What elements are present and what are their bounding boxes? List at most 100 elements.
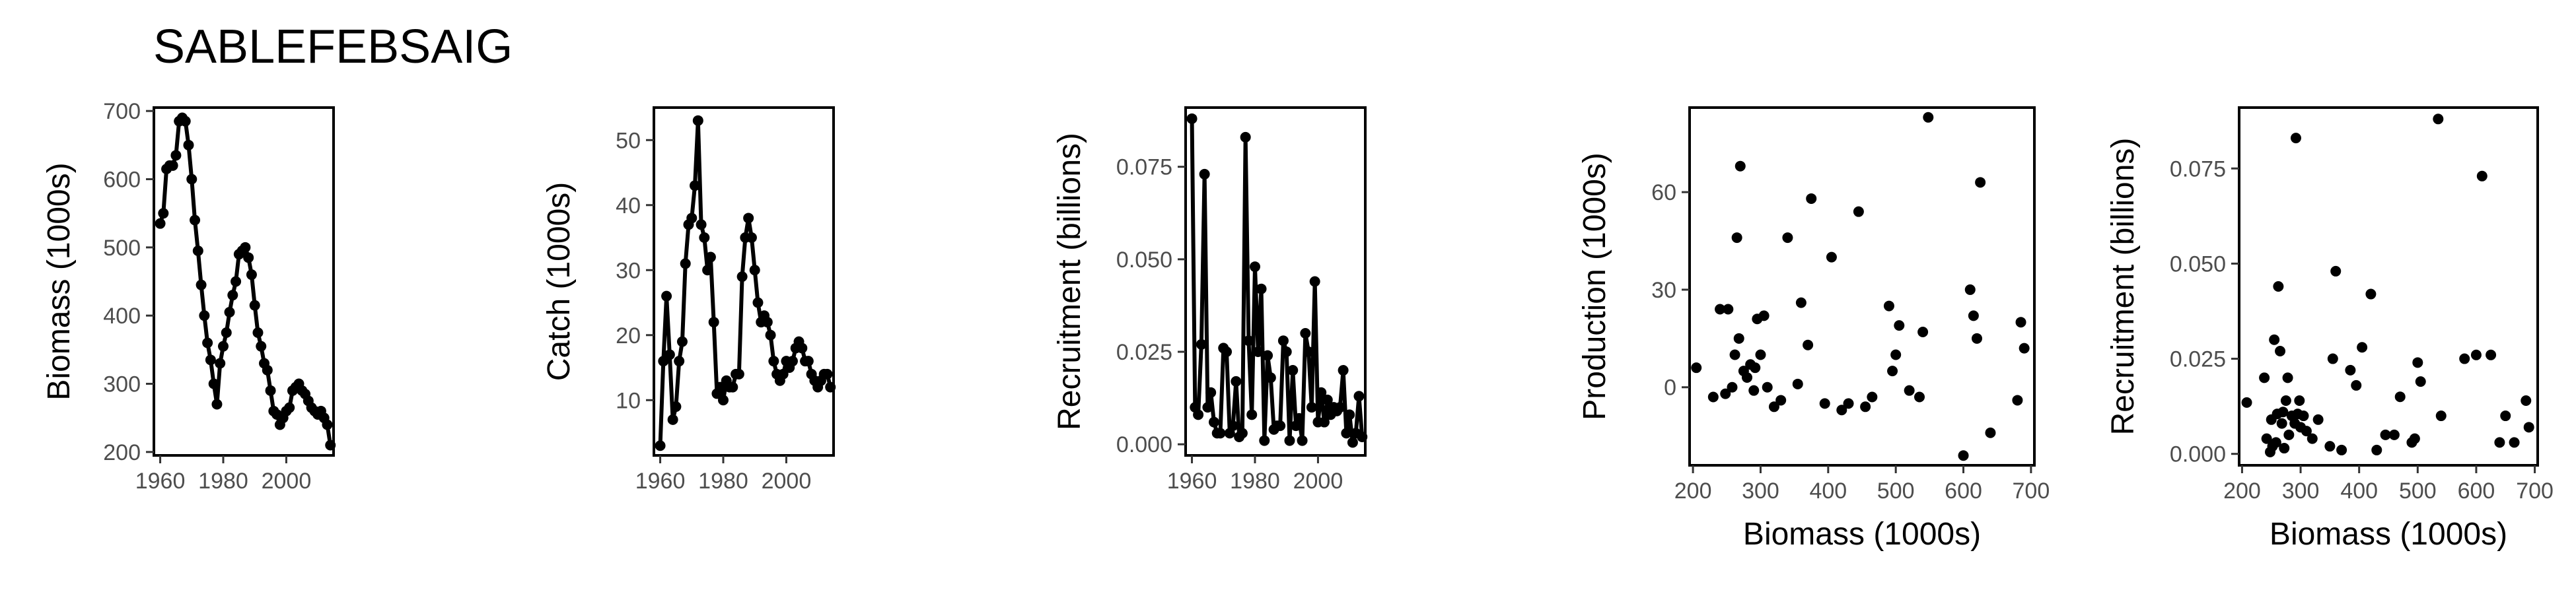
data-point — [1964, 284, 1976, 295]
page-title: SABLEFEBSAIG — [153, 20, 513, 73]
data-point — [692, 115, 703, 126]
x-tick-label: 200 — [1674, 478, 1712, 504]
data-point — [702, 265, 713, 276]
data-point — [676, 336, 688, 347]
data-point — [2470, 349, 2482, 360]
data-point — [284, 402, 295, 413]
data-point — [727, 381, 738, 393]
x-tick-label: 600 — [2458, 478, 2495, 504]
y-tick-label: 200 — [103, 440, 141, 465]
y-tick-label: 10 — [616, 388, 641, 413]
data-point — [1284, 435, 1295, 446]
data-point — [2261, 433, 2272, 444]
x-tick-label: 2000 — [1293, 469, 1343, 494]
data-point — [1720, 388, 1731, 399]
data-point — [1968, 310, 1979, 321]
y-tick-label: 400 — [103, 304, 141, 329]
data-point — [1205, 387, 1217, 398]
data-point — [787, 356, 798, 367]
data-point — [1923, 112, 1934, 123]
data-point — [1208, 416, 1219, 428]
data-point — [183, 139, 194, 150]
data-point — [743, 213, 754, 224]
data-point — [664, 349, 675, 360]
data-point — [2277, 407, 2289, 418]
y-axis-label: Catch (1000s) — [542, 182, 577, 381]
y-tick-label: 0.025 — [2170, 347, 2226, 372]
data-point — [155, 218, 166, 229]
data-point — [1727, 381, 1738, 393]
x-tick-label: 1980 — [198, 469, 248, 494]
y-axis-label: Production (1000s) — [1577, 152, 1612, 420]
y-tick-label: 0.000 — [1116, 432, 1172, 457]
data-point — [2012, 395, 2023, 406]
data-point — [1277, 335, 1289, 346]
data-point — [1227, 420, 1238, 432]
plot-frame — [153, 106, 335, 457]
y-tick-label: 600 — [103, 168, 141, 193]
data-point — [2409, 433, 2420, 444]
data-point — [2312, 414, 2324, 425]
data-point — [2294, 395, 2305, 406]
data-point — [1344, 409, 1355, 420]
data-point — [1240, 131, 1251, 143]
data-point — [2521, 395, 2532, 406]
data-point — [1723, 304, 1734, 315]
x-tick-label: 2000 — [262, 469, 312, 494]
data-point — [680, 258, 691, 269]
data-point — [211, 399, 223, 410]
x-axis-label: Biomass (1000s) — [2270, 517, 2507, 552]
data-point — [1249, 261, 1260, 273]
x-axis-label: Biomass (1000s) — [1743, 517, 1981, 552]
data-point — [1803, 339, 1814, 350]
data-point — [1853, 206, 1864, 217]
data-point — [186, 174, 197, 185]
data-point — [2351, 380, 2362, 391]
data-point — [699, 232, 710, 244]
data-point — [1287, 365, 1299, 376]
x-tick-label: 2000 — [762, 469, 812, 494]
chart-panel-1: 1960 1980 2000 200 300 400 500 600 700 Biomass (1… — [42, 99, 336, 494]
data-point — [2345, 364, 2356, 376]
data-point — [661, 290, 672, 302]
data-point — [1733, 333, 1744, 344]
data-point — [1792, 378, 1803, 389]
data-point — [2388, 429, 2400, 440]
plot-frame — [1688, 106, 2036, 467]
data-point — [190, 214, 201, 226]
data-point — [1707, 391, 1719, 403]
data-point — [1758, 310, 1770, 321]
x-tick-label: 1960 — [635, 469, 686, 494]
data-point — [249, 300, 260, 311]
x-tick-label: 1960 — [135, 469, 186, 494]
data-point — [1338, 365, 1349, 376]
data-point — [217, 341, 229, 352]
chart-panel-4: 200 300 400 500 600 700 0 30 60 Production (1000s… — [1577, 106, 2050, 552]
data-point — [180, 116, 191, 127]
data-point — [2327, 353, 2338, 364]
y-tick-label: 500 — [103, 236, 141, 261]
chart-panel-5: 200 300 400 500 600 700 0.000 0.025 0.050 0.075 Re… — [2106, 106, 2554, 552]
data-point — [1917, 326, 1929, 337]
data-point — [1843, 398, 1854, 409]
plot-frame — [2238, 106, 2539, 467]
data-point — [762, 317, 773, 328]
data-point — [2324, 441, 2336, 452]
data-point — [158, 208, 169, 219]
data-point — [1768, 401, 1779, 412]
y-tick-label: 0.025 — [1116, 340, 1172, 365]
data-point — [1894, 320, 1905, 331]
data-point — [2330, 265, 2342, 277]
data-point — [2290, 133, 2301, 144]
data-point — [2280, 395, 2291, 406]
data-point — [2015, 317, 2026, 328]
data-point — [1750, 362, 1761, 374]
data-point — [2273, 281, 2284, 292]
data-point — [705, 251, 716, 263]
data-point — [196, 279, 207, 290]
data-point — [1347, 437, 1358, 448]
data-point — [749, 265, 760, 276]
data-point — [2279, 443, 2290, 454]
data-point — [1958, 450, 1969, 461]
x-tick-label: 1980 — [698, 469, 748, 494]
